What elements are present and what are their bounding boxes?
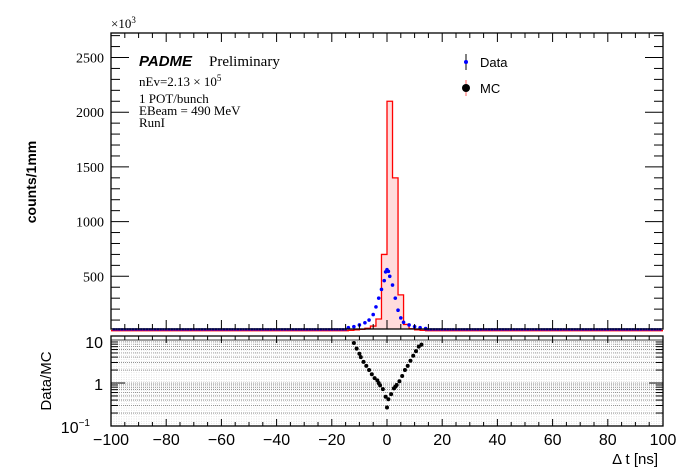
legend: Data MC: [462, 54, 508, 96]
data-point: [407, 323, 411, 327]
ratio-points: [351, 341, 424, 410]
ratio-point: [402, 368, 407, 373]
ratio-point: [372, 376, 377, 381]
y-exponent-label: ×103: [111, 15, 136, 31]
data-point: [363, 320, 367, 325]
experiment-label: PADME: [139, 53, 193, 70]
x-tick-labels: −100 −80 −60 −40 −20 0 20 40 60 80 100: [93, 432, 676, 449]
ratio-point: [351, 341, 356, 346]
mc-line: [111, 100, 663, 332]
ratio-point: [400, 374, 405, 379]
data-point: [387, 274, 392, 279]
ratio-point: [357, 351, 362, 356]
x-tick-label: 60: [544, 432, 562, 449]
data-point: [376, 296, 381, 300]
ratio-point: [358, 355, 363, 360]
x-axis-label: Δ t [ns]: [612, 451, 658, 468]
ratio-point: [367, 368, 372, 373]
x-tick-label: 0: [383, 432, 392, 449]
svg-text:MC: MC: [480, 81, 500, 96]
x-tick-label: −100: [93, 432, 129, 449]
ratio-point: [361, 359, 366, 364]
data-point: [382, 278, 387, 283]
svg-text:Data: Data: [480, 55, 508, 70]
ratio-point: [369, 372, 374, 377]
data-point: [390, 283, 395, 287]
data-point: [396, 308, 400, 313]
nev-label: nEv=2.13 × 105: [139, 73, 222, 89]
ratio-point: [354, 346, 359, 351]
main-y-axis-label: counts/1mm: [23, 141, 39, 223]
ratio-point: [385, 405, 389, 410]
ratio-point: [411, 353, 416, 358]
legend-entry-data: Data: [464, 54, 508, 70]
data-point: [393, 296, 398, 300]
ratio-point: [397, 379, 402, 384]
data-point: [374, 305, 378, 309]
x-tick-label: 20: [433, 432, 451, 449]
ratio-point: [380, 387, 385, 392]
x-tick-label: −20: [318, 432, 345, 449]
pot-label: 1 POT/bunch: [139, 91, 209, 106]
data-point: [371, 312, 376, 317]
run-label: RunI: [139, 115, 165, 130]
ratio-y-axis-label: Data/MC: [38, 351, 55, 410]
data-point: [399, 316, 403, 320]
ratio-point: [386, 397, 391, 402]
ratio-point: [405, 363, 410, 368]
x-tick-label: −60: [208, 432, 235, 449]
data-point: [379, 287, 384, 292]
y-tick-label: 500: [83, 270, 104, 285]
data-point: [401, 320, 406, 325]
x-tick-label: 100: [650, 432, 677, 449]
x-tick-label: 40: [489, 432, 507, 449]
preliminary-label: Preliminary: [209, 54, 280, 70]
ratio-point: [394, 382, 399, 387]
ratio-y-tick-10: 10: [85, 335, 103, 352]
main-axis-ticks: [111, 33, 663, 329]
legend-entry-mc: MC: [462, 80, 500, 96]
ratio-point: [413, 349, 418, 354]
y-tick-label: 1500: [76, 161, 104, 176]
ratio-grid: [111, 341, 663, 427]
x-tick-label: −40: [263, 432, 290, 449]
mc-histogram: [111, 100, 663, 332]
data-point: [386, 269, 391, 274]
x-tick-label: −80: [153, 432, 180, 449]
data-point: [367, 318, 371, 322]
y-tick-label: 2000: [76, 106, 104, 121]
main-y-tick-labels: 500 1000 1500 2000 2500: [76, 52, 104, 286]
x-tick-label: 80: [599, 432, 617, 449]
ratio-point: [364, 363, 369, 368]
ratio-point: [378, 383, 383, 388]
ratio-point: [389, 392, 394, 397]
y-tick-label: 1000: [76, 216, 104, 231]
ratio-point: [408, 358, 413, 363]
ratio-point: [416, 344, 421, 349]
ratio-y-tick-1: 1: [94, 377, 103, 394]
ratio-axis-ticks: [111, 336, 663, 427]
ebeam-label: EBeam = 490 MeV: [139, 103, 241, 118]
ratio-y-tick-0.1: 10−1: [61, 418, 91, 437]
ratio-point: [419, 342, 424, 347]
y-tick-label: 2500: [76, 52, 104, 67]
data-point: [352, 324, 356, 329]
ratio-point: [383, 394, 388, 399]
